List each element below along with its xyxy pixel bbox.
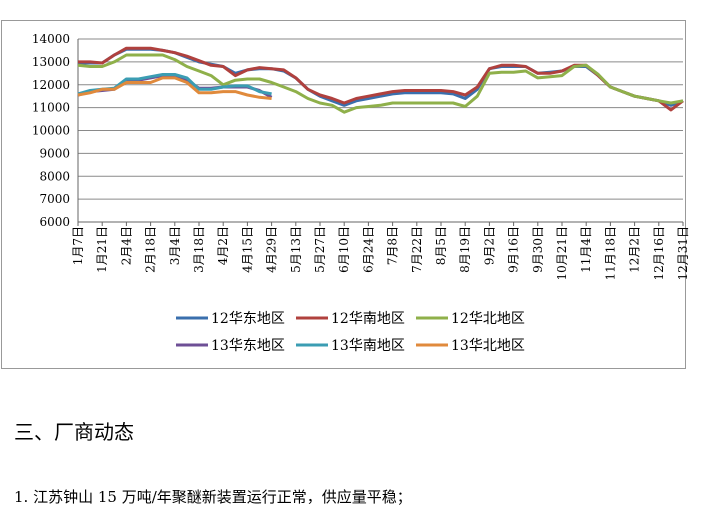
- x-tick-label: 5月13日: [289, 226, 303, 273]
- x-tick-label: 3月18日: [192, 226, 206, 273]
- x-tick-label: 9月30日: [531, 226, 545, 273]
- chart-frame: [1, 20, 686, 369]
- x-tick-label: 11月4日: [579, 226, 593, 273]
- x-tick-label: 10月21日: [555, 226, 569, 281]
- legend-label: 13华北地区: [451, 338, 525, 354]
- y-tick-label: 10000: [32, 124, 70, 138]
- x-tick-label: 2月4日: [119, 226, 133, 265]
- series-line: [77, 76, 272, 100]
- legend-label: 13华东地区: [211, 338, 285, 354]
- x-tick-label: 9月2日: [482, 226, 496, 265]
- x-tick-label: 1月7日: [71, 226, 85, 265]
- x-tick-label: 1月21日: [95, 226, 109, 273]
- series-line: [77, 53, 684, 114]
- y-tick-label: 12000: [32, 78, 70, 92]
- chart: 6000 7000 8000 9000 10000 11000 12000 13000 1400…: [1, 20, 690, 369]
- y-tick-label: 13000: [32, 55, 70, 69]
- x-tick-label: 11月18日: [603, 226, 617, 281]
- x-tick-label: 4月29日: [265, 226, 279, 273]
- y-tick-label: 8000: [39, 169, 70, 183]
- legend-label: 12华南地区: [331, 311, 405, 327]
- x-tick-label: 6月10日: [337, 226, 351, 273]
- x-tick-label: 12月31日: [676, 226, 690, 281]
- x-tick-label: 4月2日: [216, 226, 230, 265]
- x-tick-label: 5月27日: [313, 226, 327, 273]
- y-tick-label: 6000: [39, 215, 70, 229]
- x-tick-label: 12月16日: [652, 226, 666, 281]
- x-tick-label: 8月19日: [458, 226, 472, 273]
- x-tick-label: 6月24日: [361, 226, 375, 273]
- y-tick-label: 7000: [39, 192, 70, 206]
- x-tick-label: 9月16日: [507, 226, 521, 273]
- x-tick-label: 3月4日: [168, 226, 182, 265]
- x-tick-label: 7月8日: [386, 226, 400, 265]
- paragraph: 1. 江苏钟山 15 万吨/年聚醚新装置运行正常，供应量平稳；: [14, 488, 412, 506]
- legend-label: 12华北地区: [451, 311, 525, 327]
- y-tick-label: 9000: [39, 146, 70, 160]
- section-heading: 三、厂商动态: [14, 420, 134, 444]
- x-tick-label: 4月15日: [240, 226, 254, 273]
- x-tick-label: 2月18日: [144, 226, 158, 273]
- x-tick-label: 8月5日: [434, 226, 448, 265]
- y-tick-label: 11000: [32, 101, 70, 115]
- legend-label: 12华东地区: [211, 311, 285, 327]
- legend-label: 13华南地区: [331, 338, 405, 354]
- y-tick-label: 14000: [32, 32, 70, 46]
- x-tick-label: 12月2日: [628, 226, 642, 273]
- x-tick-label: 7月22日: [410, 226, 424, 273]
